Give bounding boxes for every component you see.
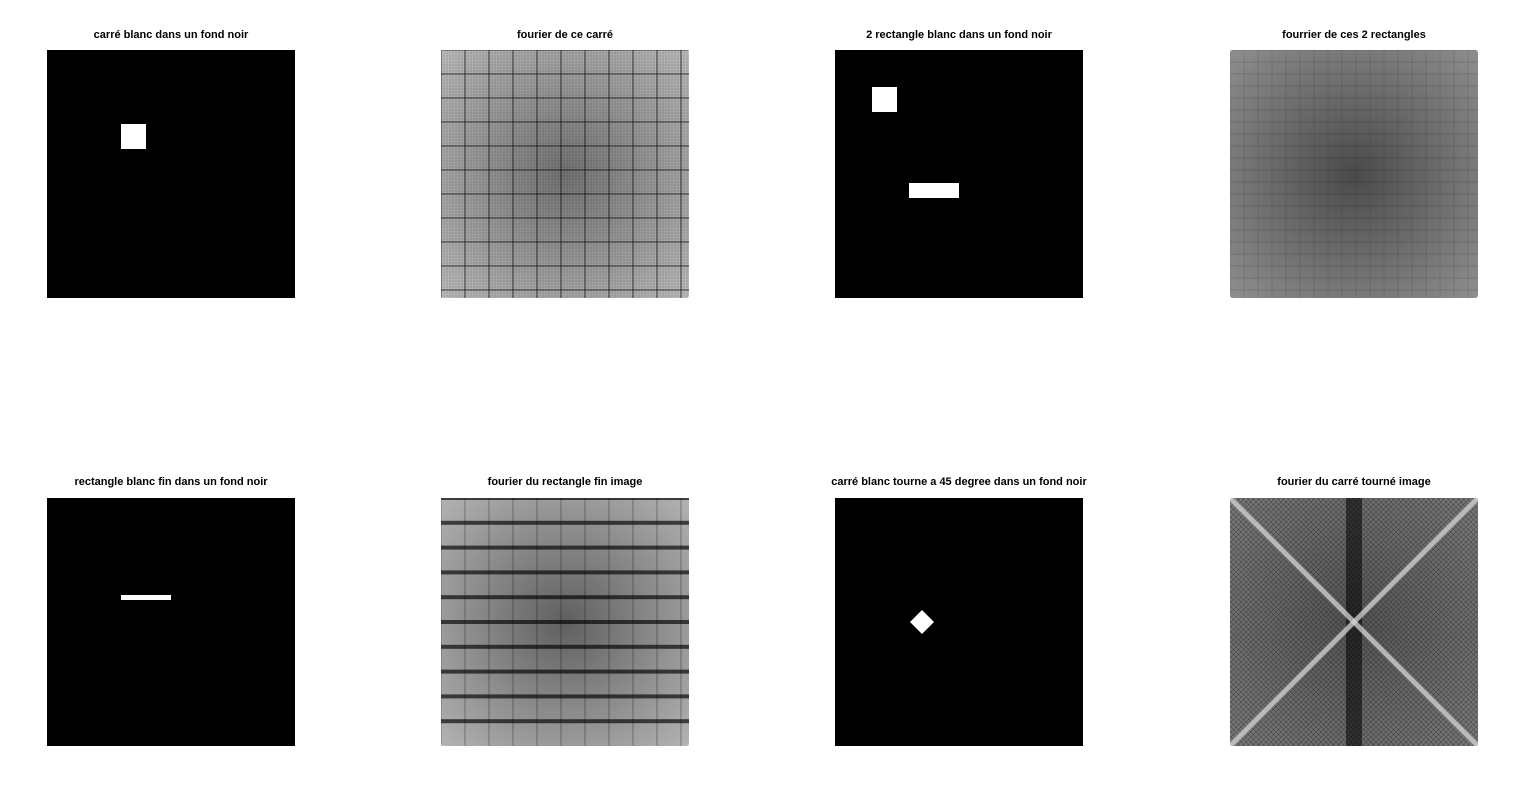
square-image-canvas [47, 50, 295, 298]
fourier-two-rectangles-canvas [1230, 50, 1478, 298]
panel-8-fourier-image [1230, 498, 1478, 746]
panel-3-title: 2 rectangle blanc dans un fond noir [866, 29, 1052, 41]
white-square [121, 124, 146, 149]
two-rectangles-canvas [835, 50, 1083, 298]
fourier-background [1230, 50, 1478, 298]
panel-2-title: fourier de ce carré [517, 29, 613, 41]
fourier-background [441, 50, 689, 298]
black-background [835, 498, 1083, 746]
white-rectangle [909, 183, 959, 198]
thin-rectangle-canvas [47, 498, 295, 746]
panel-4-title: fourrier de ces 2 rectangles [1282, 29, 1426, 41]
panel-3-two-rectangles-image [835, 50, 1083, 298]
white-thin-rectangle [121, 595, 171, 600]
panel-6-fourier-image [441, 498, 689, 746]
panel-5-title: rectangle blanc fin dans un fond noir [74, 476, 268, 488]
panel-1-title: carré blanc dans un fond noir [93, 29, 249, 41]
black-background [47, 50, 295, 298]
panel-5-thin-rectangle-image [47, 498, 295, 746]
panel-1-square-image [47, 50, 295, 298]
panel-7-rotated-square-image [835, 498, 1083, 746]
panel-8-title: fourier du carré tourné image [1277, 476, 1431, 488]
rotated-square-canvas [835, 498, 1083, 746]
panel-7-title: carré blanc tourne a 45 degree dans un f… [831, 476, 1087, 488]
white-square [872, 87, 897, 112]
black-background [47, 498, 295, 746]
fourier-square-canvas [441, 50, 689, 298]
panel-2-fourier-image [441, 50, 689, 298]
fourier-rotated-square-canvas [1230, 498, 1478, 746]
white-rotated-square [910, 610, 934, 634]
fourier-thin-rectangle-canvas [441, 498, 689, 746]
panel-4-fourier-image [1230, 50, 1478, 298]
panel-6-title: fourier du rectangle fin image [487, 476, 643, 488]
